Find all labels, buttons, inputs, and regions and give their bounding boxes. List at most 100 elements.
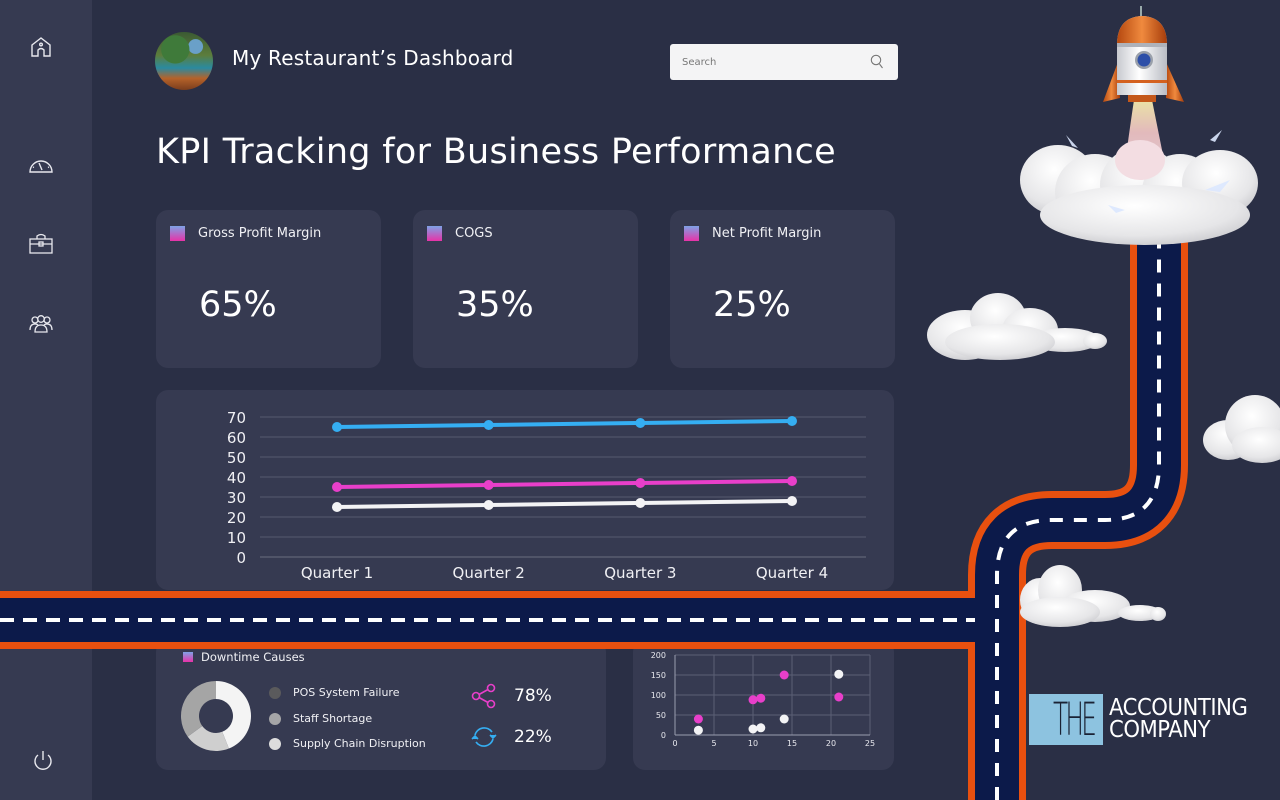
legend-label: Staff Shortage xyxy=(293,712,373,725)
legend-dot xyxy=(269,737,281,750)
y-tick-label: 50 xyxy=(656,711,666,720)
sidebar xyxy=(0,0,92,800)
kpi-value: 35% xyxy=(456,285,534,325)
kpi-card-gross-profit-margin: Gross Profit Margin 65% xyxy=(156,210,381,368)
stat-refresh: 22% xyxy=(470,723,552,751)
app-title: My Restaurant’s Dashboard xyxy=(232,46,514,70)
home-icon[interactable] xyxy=(28,34,54,60)
series-line xyxy=(336,419,793,429)
stat-share: 78% xyxy=(470,682,552,710)
y-tick-label: 0 xyxy=(661,731,666,740)
legend-dot xyxy=(269,686,281,699)
kpi-swatch xyxy=(684,226,699,241)
scatter-point xyxy=(834,692,844,702)
x-tick-label: 20 xyxy=(826,739,836,748)
legend-label: POS System Failure xyxy=(293,686,400,699)
data-point xyxy=(787,476,797,486)
cloud-rocket xyxy=(1020,140,1258,245)
data-point xyxy=(483,500,494,510)
data-point xyxy=(635,478,646,488)
users-icon[interactable] xyxy=(28,310,54,336)
stat-value: 22% xyxy=(514,727,552,747)
x-tick-label: Quarter 1 xyxy=(301,564,373,582)
kpi-value: 25% xyxy=(713,285,791,325)
scatter-point xyxy=(748,695,758,705)
kpi-swatch xyxy=(427,226,442,241)
data-point xyxy=(635,498,646,508)
legend-item-staff: Staff Shortage xyxy=(269,712,372,725)
data-point xyxy=(332,502,342,512)
share-icon xyxy=(471,683,496,709)
logo-text: ACCOUNTING COMPANY xyxy=(1109,695,1248,743)
gauge-icon[interactable] xyxy=(28,152,54,178)
y-tick-label: 10 xyxy=(227,529,246,547)
search-bar[interactable] xyxy=(670,44,898,80)
scatter-point xyxy=(834,669,844,679)
x-tick-label: 10 xyxy=(748,739,758,748)
data-point xyxy=(635,418,646,428)
y-tick-label: 60 xyxy=(227,429,246,447)
x-tick-label: 5 xyxy=(711,739,716,748)
scatter-point xyxy=(748,724,758,734)
kpi-value: 65% xyxy=(199,285,277,325)
y-tick-label: 0 xyxy=(236,549,246,567)
scatter-point xyxy=(693,725,703,735)
kpi-card-net-profit-margin: Net Profit Margin 25% xyxy=(670,210,895,368)
scatter-point xyxy=(756,723,766,733)
data-point xyxy=(332,482,342,492)
x-tick-label: 15 xyxy=(787,739,797,748)
y-tick-label: 40 xyxy=(227,469,246,487)
cloud-bottom xyxy=(1020,565,1166,627)
search-input[interactable] xyxy=(682,53,862,71)
briefcase-icon[interactable] xyxy=(28,231,54,257)
y-tick-label: 70 xyxy=(227,409,246,427)
scatter-card: 0 50 100 150 200 0 5 10 15 20 25 xyxy=(633,640,894,770)
scatter-point xyxy=(693,714,703,724)
x-tick-label: Quarter 2 xyxy=(453,564,525,582)
y-tick-label: 50 xyxy=(227,449,246,467)
scatter-point xyxy=(779,670,789,680)
y-tick-label: 100 xyxy=(651,691,666,700)
legend-item-supply: Supply Chain Disruption xyxy=(269,737,426,750)
downtime-title: Downtime Causes xyxy=(201,650,305,664)
donut-slice xyxy=(181,681,216,737)
refresh-icon xyxy=(471,727,497,747)
x-tick-label: 0 xyxy=(672,739,677,748)
cloud-left xyxy=(927,293,1107,360)
power-icon[interactable] xyxy=(30,748,56,774)
kpi-label: COGS xyxy=(455,226,493,241)
y-tick-label: 200 xyxy=(651,651,666,660)
cloud-right xyxy=(1203,395,1280,463)
kpi-label: Net Profit Margin xyxy=(712,226,822,241)
downtime-swatch xyxy=(183,652,193,662)
x-tick-label: Quarter 4 xyxy=(756,564,828,582)
line-chart: 0 10 20 30 40 50 60 70 Quarter 1 Quarter 2 Quarter… xyxy=(227,409,866,582)
avatar[interactable] xyxy=(155,32,213,90)
logo-line2: COMPANY xyxy=(1109,717,1211,743)
data-point xyxy=(787,416,797,426)
page-title: KPI Tracking for Business Performance xyxy=(156,132,836,172)
scatter-point xyxy=(779,714,789,724)
y-tick-label: 30 xyxy=(227,489,246,507)
kpi-label: Gross Profit Margin xyxy=(198,226,322,241)
search-icon[interactable] xyxy=(870,54,884,69)
series-line xyxy=(336,479,793,489)
scatter-chart: 0 50 100 150 200 0 5 10 15 20 25 xyxy=(651,651,875,748)
data-point xyxy=(483,480,494,490)
x-tick-label: 25 xyxy=(865,739,875,748)
y-tick-label: 150 xyxy=(651,671,666,680)
legend-item-pos: POS System Failure xyxy=(269,686,399,699)
logo-line1: ACCOUNTING xyxy=(1109,695,1248,721)
kpi-card-cogs: COGS 35% xyxy=(413,210,638,368)
data-point xyxy=(332,422,342,432)
data-point xyxy=(787,496,797,506)
legend-label: Supply Chain Disruption xyxy=(293,737,426,750)
logo-the: THE xyxy=(1053,693,1097,746)
x-tick-label: Quarter 3 xyxy=(604,564,676,582)
line-chart-card: 0 10 20 30 40 50 60 70 Quarter 1 Quarter 2 Quarter… xyxy=(156,390,894,590)
downtime-card: Downtime Causes POS System Failure Staff… xyxy=(156,640,606,770)
scatter-point xyxy=(756,693,766,703)
series-line xyxy=(336,499,793,509)
company-logo: THE ACCOUNTING COMPANY xyxy=(1029,694,1279,746)
data-point xyxy=(483,420,494,430)
